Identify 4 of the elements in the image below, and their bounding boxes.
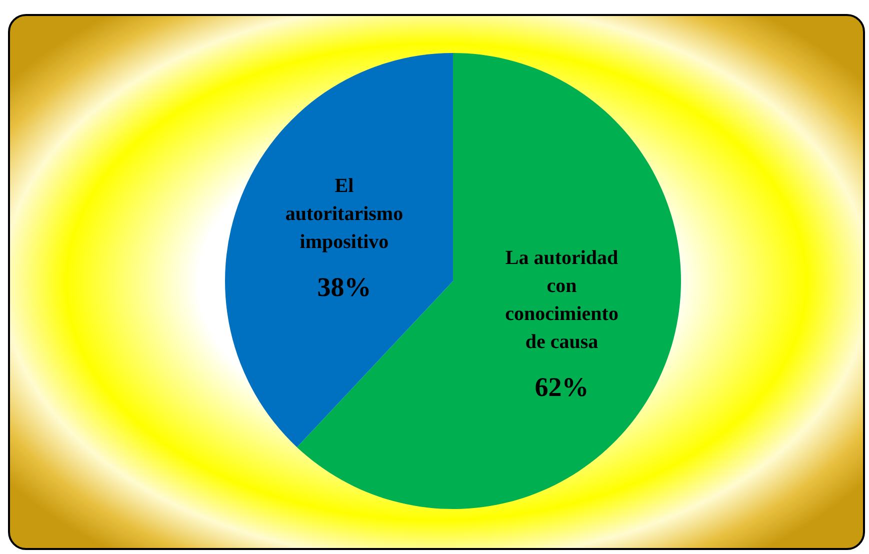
slice-label: El autoritarismo impositivo	[285, 174, 404, 253]
data-label: 62%	[534, 372, 589, 402]
data-label: 38%	[317, 272, 372, 302]
slice-label: La autoridad con conocimiento de causa	[505, 247, 618, 354]
